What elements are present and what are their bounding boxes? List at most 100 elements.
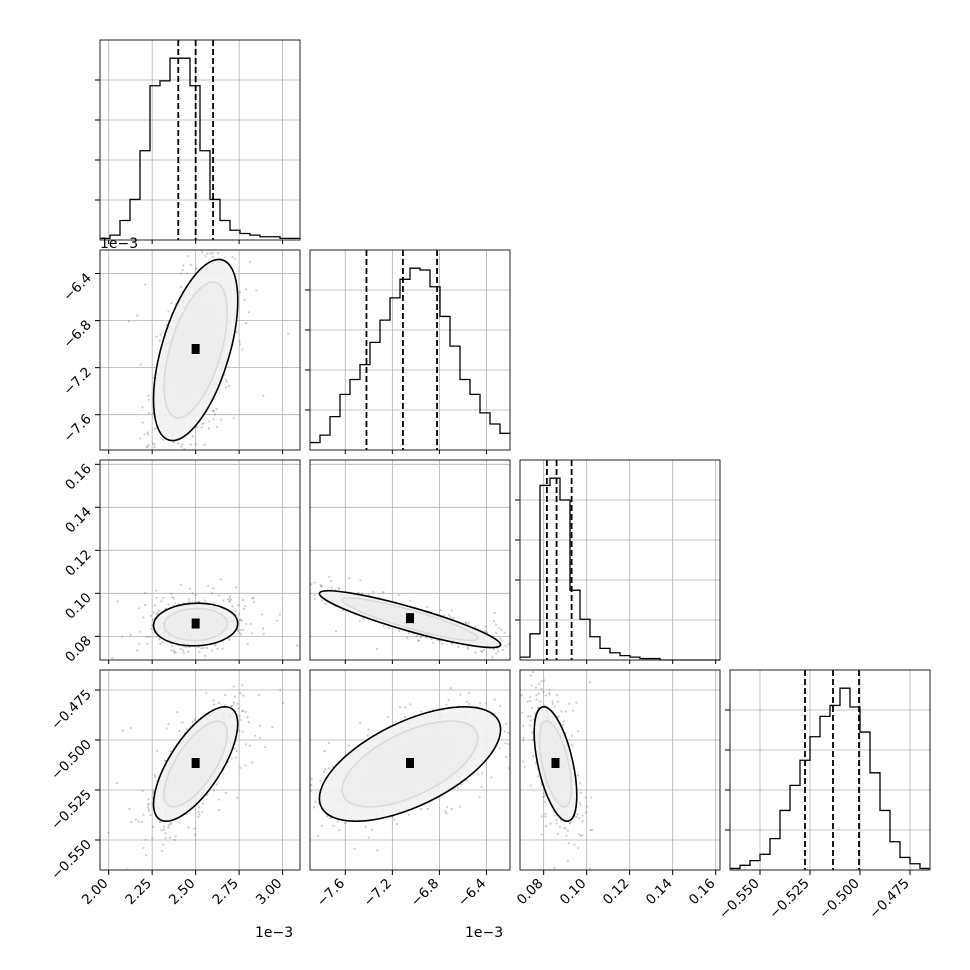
sample-point [215,407,218,411]
sample-point [216,647,219,651]
sample-point [177,442,180,445]
sample-point [468,691,471,694]
sample-point [553,866,556,869]
sample-point [480,772,484,775]
sample-point [492,648,495,651]
sample-point [372,590,375,594]
sample-point [387,626,391,629]
sample-point [371,828,374,831]
sample-point [480,650,484,654]
sample-point [466,647,469,650]
sample-point [295,644,299,647]
sample-point [499,570,501,572]
panel-frame [99,459,301,661]
sample-point [169,750,173,753]
sample-point [244,764,247,767]
sample-point [426,807,429,810]
sample-point [198,650,201,653]
sample-point [137,607,140,610]
sample-point [466,645,470,648]
sample-point [306,595,308,597]
sample-point [217,808,221,812]
sample-point [464,622,468,625]
sample-point [238,714,241,718]
sample-point [165,727,168,730]
sample-point [197,645,200,649]
sample-point [137,642,141,645]
sample-point [245,622,248,626]
sample-point [289,783,291,785]
sample-point [541,682,543,684]
sample-point [235,749,239,753]
sample-point [239,691,242,695]
sample-point [177,504,179,506]
sample-point [147,411,151,415]
sample-point [187,826,190,829]
sample-point [581,820,584,823]
sample-point [200,647,203,650]
sample-point [249,622,252,626]
sample-point [230,757,233,760]
sample-point [173,651,176,654]
sample-point [212,409,215,412]
sample-point [548,688,551,691]
sample-point [111,946,113,948]
density-peak [406,613,414,624]
sample-point [147,495,149,497]
sample-point [584,796,587,799]
sample-point [327,767,331,770]
sample-point [242,224,244,226]
sample-point [129,726,132,730]
sample-point [145,446,148,449]
sample-point [449,687,452,690]
sample-point [181,721,184,724]
sample-point [179,524,181,526]
sample-point [173,838,176,842]
sample-point [571,709,574,712]
sample-point [174,835,177,838]
sample-point [167,723,170,726]
sample-point [224,378,227,381]
sample-point [409,703,412,706]
sample-point [222,823,224,825]
sample-point [198,813,201,816]
sample-point [521,711,524,714]
sample-point [497,650,500,653]
sample-point [261,613,264,616]
sample-point [347,744,350,747]
sample-point [170,592,173,595]
sample-point [512,628,514,630]
sample-point [146,803,150,806]
sample-point [207,427,210,430]
sample-point [248,744,251,747]
sample-point [261,172,263,174]
sample-point [180,443,184,446]
sample-point [174,241,176,243]
sample-point [409,599,412,602]
sample-point [140,820,144,824]
sample-point [189,263,193,266]
panel-content [499,570,594,870]
sample-point [280,589,282,591]
sample-point [154,427,157,430]
sample-point [151,618,155,621]
sample-point [225,380,228,384]
sample-point [176,711,179,714]
sample-point [457,645,460,648]
sample-point [147,394,150,397]
density-peak [191,344,200,354]
sample-point [217,251,220,255]
sample-point [212,699,215,702]
sample-point [157,466,159,468]
sample-point [237,612,241,615]
sample-point [376,849,379,852]
sample-point [147,444,150,447]
sample-point [484,625,487,628]
sample-point [238,340,241,343]
sample-point [494,623,498,626]
sample-point [294,585,296,587]
sample-point [160,829,163,832]
sample-point [225,213,227,215]
sample-point [172,571,174,573]
sample-point [313,581,316,584]
